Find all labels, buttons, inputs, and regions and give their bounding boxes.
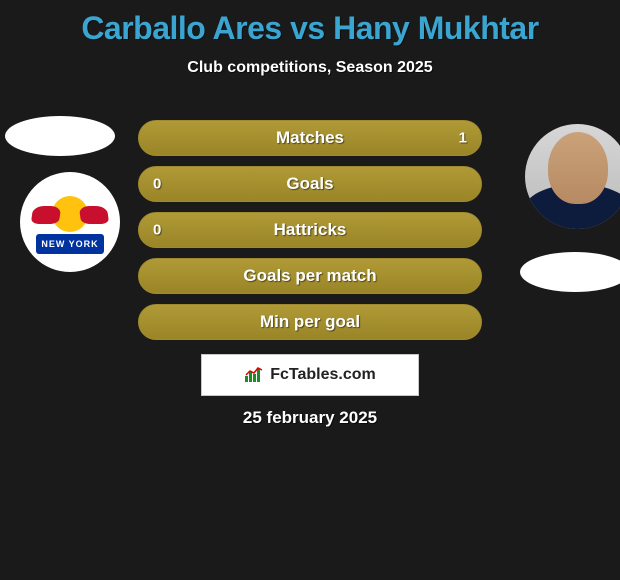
fctables-logo-box: FcTables.com <box>201 354 419 396</box>
stat-row-goals-per-match: Goals per match <box>138 258 482 294</box>
stat-value-right: 1 <box>459 130 467 147</box>
left-club-logo: NEW YORK <box>20 172 120 272</box>
page-title: Carballo Ares vs Hany Mukhtar <box>0 0 620 47</box>
stat-value-left: 0 <box>153 176 161 193</box>
right-club-placeholder <box>520 252 620 292</box>
footer-date: 25 february 2025 <box>243 408 377 428</box>
stat-row-hattricks: 0 Hattricks <box>138 212 482 248</box>
stat-row-matches: Matches 1 <box>138 120 482 156</box>
stat-label: Matches <box>276 128 344 148</box>
stat-label: Min per goal <box>260 312 360 332</box>
stat-row-min-per-goal: Min per goal <box>138 304 482 340</box>
right-player-avatar <box>525 124 620 229</box>
stat-bar-column: Matches 1 0 Goals 0 Hattricks Goals per … <box>138 120 482 350</box>
redbull-logo-icon: NEW YORK <box>20 172 120 272</box>
page-subtitle: Club competitions, Season 2025 <box>0 59 620 77</box>
stat-row-goals: 0 Goals <box>138 166 482 202</box>
stat-label: Hattricks <box>274 220 347 240</box>
left-player-placeholder <box>5 116 115 156</box>
stat-label: Goals per match <box>243 266 376 286</box>
stat-value-left: 0 <box>153 222 161 239</box>
comparison-infographic: Carballo Ares vs Hany Mukhtar Club compe… <box>0 0 620 580</box>
fctables-logo-text: FcTables.com <box>270 366 376 384</box>
bar-chart-icon <box>244 366 264 384</box>
stat-label: Goals <box>286 174 333 194</box>
